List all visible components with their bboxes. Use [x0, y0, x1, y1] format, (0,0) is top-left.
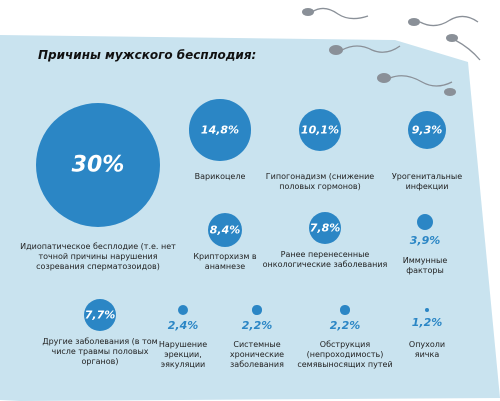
category-label: Урогенитальные инфекции — [391, 172, 463, 191]
category-label: Системные хронические заболевания — [229, 340, 285, 369]
bubble — [424, 307, 430, 313]
bubble — [207, 212, 243, 248]
category-label: Другие заболевания (в том числе травмы п… — [42, 337, 158, 366]
value-label: 7,7% — [84, 308, 116, 322]
bubble — [340, 305, 350, 315]
bubble — [35, 102, 161, 228]
value-label: 2,2% — [241, 318, 273, 332]
value-label: 7,8% — [309, 221, 341, 235]
category-label: Обструкция (непроходимость) семявыносящи… — [297, 340, 393, 369]
category-label: Гипогонадизм (снижение половых гормонов) — [265, 172, 375, 191]
bubble — [299, 109, 341, 151]
value-label: 3,9% — [409, 234, 441, 248]
value-label: 2,2% — [329, 318, 361, 332]
bubble — [178, 305, 188, 315]
value-label: 9,3% — [411, 123, 443, 137]
value-label: 1,2% — [411, 316, 443, 330]
category-label: Идиопатическое бесплодие (т.е. нет точно… — [20, 242, 176, 271]
value-label: 2,4% — [167, 318, 199, 332]
category-label: Опухоли яичка — [408, 340, 446, 359]
bubble — [252, 305, 262, 315]
category-label: Крипторхизм в анамнезе — [193, 252, 257, 271]
category-label: Варикоцеле — [194, 172, 246, 181]
category-label: Нарушение эрекции, эякуляции — [158, 340, 208, 369]
bubble — [407, 110, 447, 150]
bubble — [308, 211, 342, 245]
value-label: 8,4% — [209, 223, 241, 237]
value-label: 14,8% — [200, 123, 240, 137]
bubble — [416, 213, 434, 231]
category-label: Ранее перенесенные онкологические заболе… — [262, 250, 388, 269]
chart-title: Причины мужского бесплодия: — [38, 48, 257, 62]
category-label: Иммунные факторы — [402, 256, 448, 275]
value-label: 30% — [71, 152, 125, 178]
bubble — [84, 299, 116, 331]
value-label: 10,1% — [300, 123, 340, 137]
bubble — [189, 99, 251, 161]
